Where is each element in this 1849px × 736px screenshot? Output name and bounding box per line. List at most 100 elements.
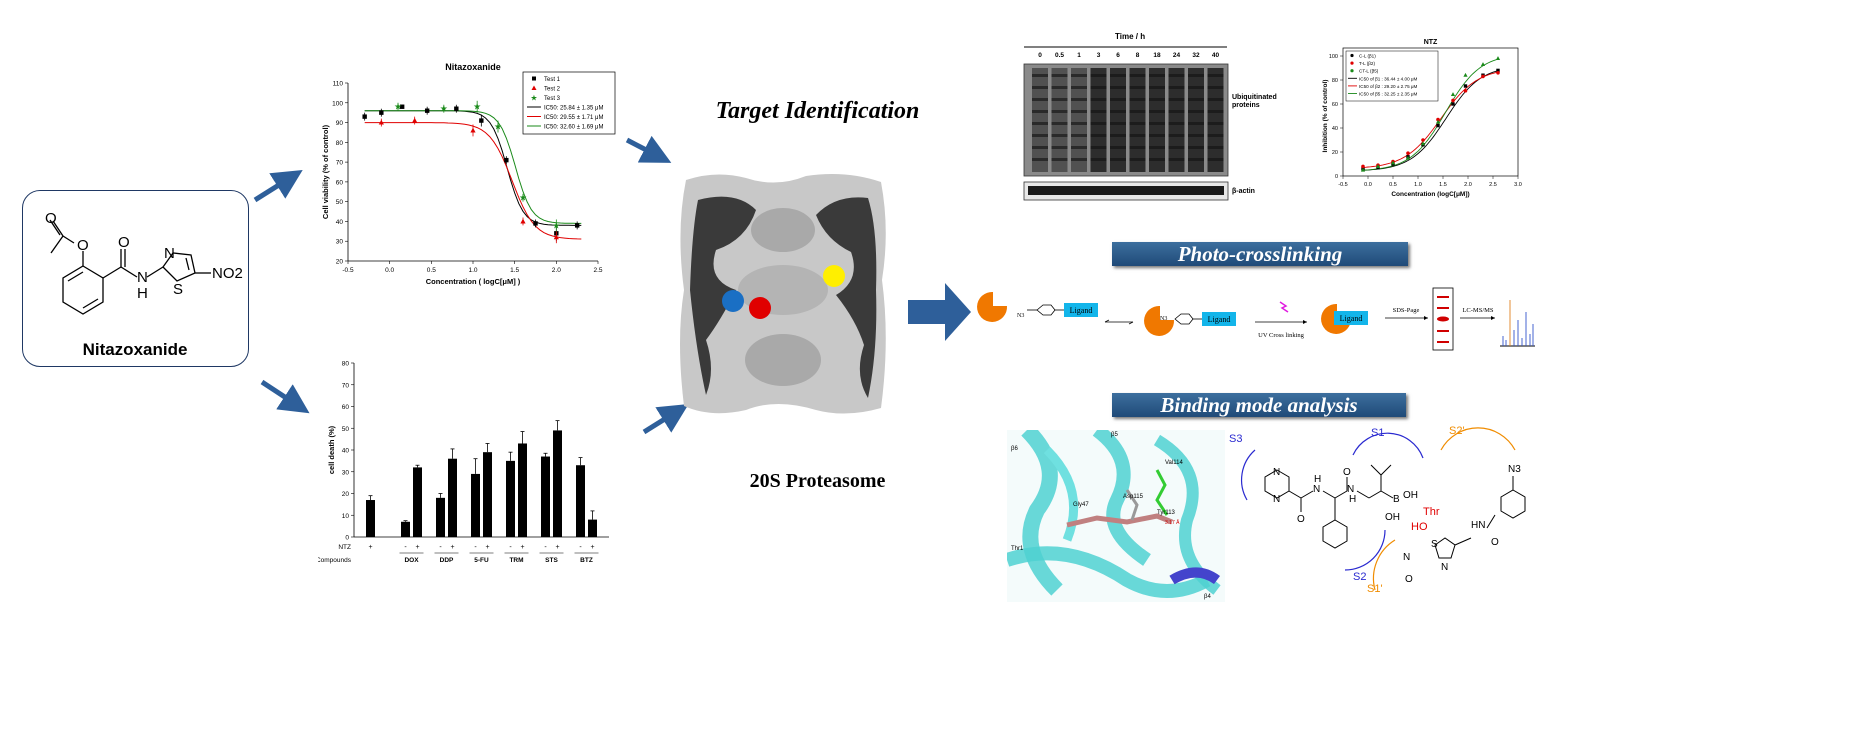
western-blot: 0 0.5 1 3 6 8 18 24 32 40 [1023, 46, 1229, 201]
fit-curve [1362, 58, 1499, 171]
blot-band [1207, 122, 1224, 125]
blot-band [1110, 158, 1126, 161]
ubiquitinated-label: Ubiquitinated proteins [1232, 94, 1277, 109]
y-tick-label: 80 [336, 140, 344, 147]
blot-lane [1207, 68, 1224, 172]
atom-label: N [1313, 484, 1320, 495]
bar [471, 473, 480, 537]
bar [553, 430, 562, 537]
ntz-mark: + [485, 544, 489, 551]
blot-band [1071, 146, 1087, 149]
fit-curve [364, 110, 582, 224]
protein-icon [1144, 305, 1175, 336]
blot-band [1168, 86, 1185, 89]
ntz-mark: + [368, 544, 372, 551]
blot-band [1188, 110, 1204, 113]
y-tick-label: 30 [342, 469, 350, 476]
blot-band [1071, 110, 1087, 113]
blot-band [1051, 122, 1068, 125]
binding-site-blue [722, 290, 744, 312]
x-tick-label: 1.5 [510, 267, 519, 274]
bar [506, 460, 515, 537]
binding-mode-banner: Binding mode analysis [1112, 393, 1406, 417]
legend-label: IC50: 29.55 ± 1.71 μM [544, 115, 603, 121]
data-point [1436, 117, 1440, 122]
pocket-label: S1 [1371, 427, 1384, 439]
x-tick-label: 1.0 [1414, 182, 1422, 188]
ms-spectrum-icon [1500, 300, 1535, 347]
ntz-mark: - [439, 544, 442, 551]
data-point: ★ [394, 102, 402, 112]
ntz-mark: - [544, 544, 547, 551]
data-point [1360, 167, 1366, 172]
blot-band [1168, 110, 1185, 113]
sds-label: SDS-Page [1393, 307, 1420, 314]
blot-band [1110, 122, 1126, 125]
data-point [1436, 123, 1440, 128]
target-identification-title: Target Identification [715, 98, 920, 124]
blot-band [1129, 98, 1146, 101]
plot-frame [1342, 47, 1519, 177]
viability-chart: Nitazoxanide 20 30 40 50 60 70 80 90 100 110 -0.5 0.… [321, 62, 616, 286]
blot-band [1071, 74, 1087, 77]
y-tick-label: 50 [342, 426, 350, 433]
blot-lane [1090, 68, 1107, 172]
atom-label: O [1405, 574, 1413, 585]
blot-band [1188, 158, 1204, 161]
atom-label: B [1393, 494, 1400, 505]
data-point [1450, 92, 1456, 96]
big-arrow-icon [908, 283, 971, 341]
blot-band [1149, 98, 1165, 101]
y-tick-label: 40 [336, 219, 344, 226]
data-point [379, 110, 384, 115]
x-tick-label: 2.0 [552, 267, 561, 274]
no2-group: NO2 [212, 265, 243, 282]
inhibition-chart: NTZ 0 20 40 60 80 100 -0.5 0.0 0.5 1.0 1.5 2.0 2.5 3.0… [1322, 39, 1522, 198]
atom-label: S [1431, 539, 1438, 550]
y-tick-label: 20 [342, 491, 350, 498]
timepoint-label: 40 [1212, 52, 1220, 59]
blot-band [1207, 158, 1224, 161]
blot-band [1149, 158, 1165, 161]
y-tick-label: 40 [342, 448, 350, 455]
blot-band [1129, 146, 1146, 149]
pocket-label: S2' [1449, 425, 1465, 437]
data-point [1405, 155, 1411, 160]
blot-band [1032, 86, 1048, 89]
blot-band [1032, 158, 1048, 161]
x-tick-label: 2.0 [1464, 182, 1472, 188]
atom-o: O [45, 210, 57, 227]
blot-band [1090, 122, 1107, 125]
blot-band [1090, 134, 1107, 137]
residue-label: Thr1 [1011, 546, 1024, 552]
y-tick-label: 50 [336, 199, 344, 206]
blot-band [1207, 86, 1224, 89]
data-point [553, 234, 559, 240]
data-point: ★ [519, 193, 527, 203]
n3-label: N3 [1017, 313, 1024, 319]
data-point [1451, 102, 1455, 106]
legend-label: IC50 of β1 : 36.44 ± 4.00 μM [1359, 76, 1418, 81]
legend-label: Test 1 [544, 77, 561, 83]
ntz-mark: + [555, 544, 559, 551]
bar [413, 467, 422, 537]
legend-label: T-L (β2) [1359, 61, 1375, 66]
blot-band [1207, 74, 1224, 77]
bar [588, 519, 597, 537]
x-tick-label: 3.0 [1514, 182, 1522, 188]
data-point [1463, 72, 1468, 77]
blot-band [1129, 134, 1146, 137]
atom-label: N [1273, 494, 1280, 505]
blot-band [1188, 134, 1204, 137]
arrow-from-celldeath [642, 404, 689, 435]
blot-band [1032, 110, 1048, 113]
blot-band [1032, 98, 1048, 101]
data-point [1496, 71, 1500, 75]
residue-label: Val114 [1165, 460, 1183, 466]
ntz-mark: - [404, 544, 407, 551]
legend [1345, 50, 1439, 102]
blot-band [1110, 86, 1126, 89]
y-tick-label: 80 [1332, 78, 1338, 84]
y-tick-label: 60 [342, 404, 350, 411]
